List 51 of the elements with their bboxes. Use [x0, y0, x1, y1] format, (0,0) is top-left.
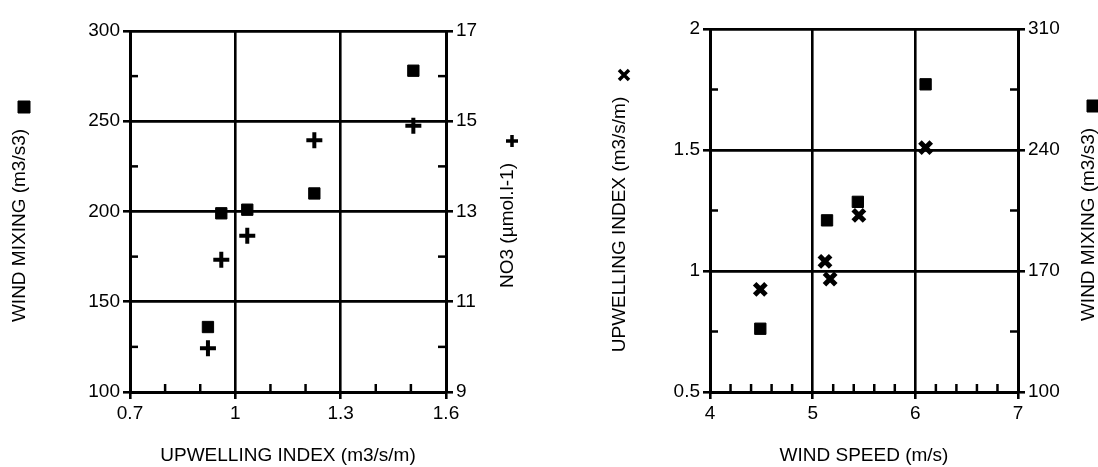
- y2-tick-label: 9: [456, 380, 467, 402]
- x-tick-label: 7: [1012, 401, 1024, 423]
- x-tick-label: 0.7: [116, 401, 144, 423]
- y2-tick-label: 17: [456, 19, 478, 41]
- y2-tick-label: 310: [1028, 17, 1060, 39]
- y2-tick-label: 15: [456, 109, 478, 131]
- y-tick-label: 100: [88, 380, 120, 402]
- point: [304, 130, 325, 151]
- y-tick-label: 1.5: [673, 138, 700, 160]
- y-tick-label: 250: [88, 109, 120, 131]
- point: [197, 338, 218, 359]
- point: [308, 187, 321, 200]
- x-tick-label: 6: [910, 401, 921, 423]
- x-tick-label: 1: [230, 401, 241, 423]
- point: [752, 281, 769, 298]
- y2-tick-label: 11: [456, 289, 476, 311]
- x-tick-label: 5: [807, 401, 818, 423]
- y-tick-label: 150: [88, 289, 120, 311]
- y-tick-label: 200: [88, 199, 120, 221]
- point: [215, 207, 228, 220]
- y2-tick-label: 13: [456, 199, 478, 221]
- y2-axis-title: WIND MIXING (m3/s3): [1077, 127, 1098, 322]
- point: [919, 78, 932, 91]
- y2-tick-label: 100: [1028, 380, 1060, 402]
- y2-tick-label: 240: [1028, 138, 1060, 160]
- y2-axis-title: NO3 (µmol.l-1): [496, 163, 518, 288]
- x-tick-label: 1.6: [432, 401, 460, 423]
- point: [816, 253, 834, 270]
- y-tick-label: 1: [689, 259, 700, 281]
- x-axis-title: UPWELLING INDEX (m3/s/m): [160, 443, 416, 465]
- y-tick-label: 300: [88, 19, 120, 41]
- point: [201, 320, 215, 334]
- x-tick-label: 4: [704, 401, 716, 423]
- point: [917, 139, 934, 156]
- y-axis-title: UPWELLING INDEX (m3/s/m): [608, 96, 630, 353]
- y-tick-label: 0.5: [673, 380, 700, 402]
- point: [850, 207, 868, 224]
- point: [403, 115, 424, 136]
- point: [821, 270, 839, 288]
- x-tick-label: 1.3: [327, 401, 354, 423]
- point: [407, 64, 420, 77]
- point: [754, 322, 767, 335]
- point: [241, 203, 254, 216]
- point: [820, 214, 834, 227]
- point: [851, 195, 864, 209]
- x-axis-title: WIND SPEED (m/s): [779, 443, 949, 465]
- y-tick-label: 2: [689, 17, 700, 39]
- y2-tick-label: 170: [1028, 259, 1060, 281]
- point: [211, 249, 232, 270]
- y-axis-title: WIND MIXING (m3/s3): [8, 128, 30, 323]
- point: [237, 225, 258, 246]
